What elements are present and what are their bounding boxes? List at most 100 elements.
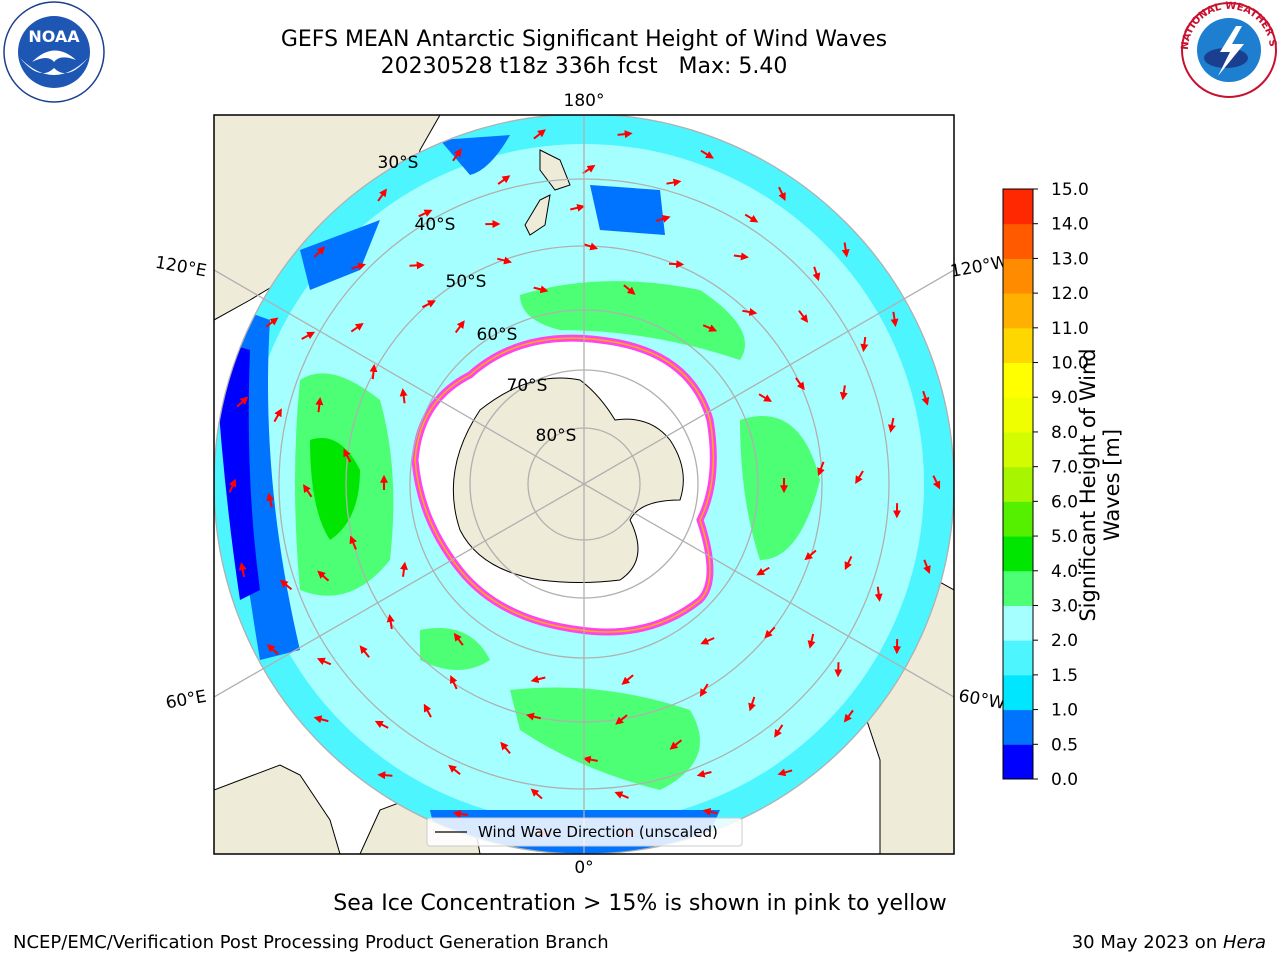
colorbar-segment [1003,258,1033,294]
colorbar-tick-label: 14.0 [1051,215,1089,235]
colorbar-segment [1003,362,1033,398]
parallel-label-60s: 60°S [477,325,518,345]
wind-wave-arrow [890,311,899,327]
map-legend: Wind Wave Direction (unscaled) [426,817,743,847]
wind-wave-arrow [349,535,357,550]
wind-wave-arrow [733,252,749,261]
wind-wave-arrow [844,555,853,571]
colorbar-tick-label: 13.0 [1051,249,1089,269]
high-wave-region-south [510,687,700,790]
wind-wave-arrow [699,683,709,698]
wind-wave-arrow [238,562,247,578]
meridian-label-60e: 60°E [164,687,208,714]
wind-wave-arrow [874,586,883,602]
wind-wave-arrow [454,320,465,334]
colorbar-tick-label: 1.0 [1051,701,1078,721]
colorbar-segment [1003,397,1033,433]
colorbar-tick-label: 12.0 [1051,284,1089,304]
wind-wave-arrow [617,130,633,139]
svg-text:NOAA: NOAA [28,27,80,46]
wind-wave-arrow [623,284,636,295]
meridian-label-120w: 120°W [949,252,1010,282]
colorbar-frame [1002,188,1034,780]
colorbar-segment [1003,501,1033,537]
wind-wave-arrow [350,322,364,333]
wind-wave-arrow [795,377,805,391]
legend-label: Wind Wave Direction (unscaled) [478,823,718,841]
meridian-label-180: 180° [564,91,605,111]
wind-wave-arrow [279,579,293,591]
wind-wave-arrow [423,703,432,718]
colorbar-segment [1003,293,1033,329]
colorbar-segment [1003,223,1033,259]
wind-wave-arrow [702,324,718,332]
colorbar-segment [1003,536,1033,572]
wind-wave-arrow [301,331,316,340]
wind-wave-arrow [696,769,712,778]
colorbar-tick-label: 0.0 [1051,770,1078,790]
wind-wave-arrow [807,633,816,649]
wind-wave-arrow [700,637,715,645]
colorbar-tick-label: 5.0 [1051,527,1078,547]
wind-wave-arrow [923,559,931,574]
wind-wave-arrow [273,408,282,423]
wind-wave-arrow [316,657,332,666]
meridian-label-120e: 120°E [154,253,208,282]
colorbar-tick-label: 10.0 [1051,354,1089,374]
wind-wave-arrow [764,626,776,639]
wind-wave-arrow [315,397,324,413]
wind-wave-arrow [500,741,511,755]
wind-wave-arrow [266,492,275,508]
wind-wave-arrow [756,566,770,576]
wind-wave-arrow [409,261,425,270]
wind-wave-arrow [700,149,714,159]
colorbar-tick-label: 7.0 [1051,458,1078,478]
wind-wave-arrow [374,720,389,729]
wind-wave-arrow [669,739,683,750]
wind-wave-arrow [377,771,393,780]
wind-wave-arrow [450,675,458,690]
wind-wave-arrow [313,715,329,724]
wind-wave-arrow [777,768,793,777]
wind-wave-arrow [530,788,543,800]
wind-wave-arrow [744,213,759,223]
colorbar-segment [1003,674,1033,711]
colorbar-segment [1003,466,1033,502]
wind-wave-arrow [533,129,546,140]
wind-wave-arrow [583,242,599,251]
wind-wave-arrow [804,549,817,561]
wind-wave-arrow [533,285,549,294]
nws-logo: NATIONAL WEATHER SERVICE [1178,0,1278,98]
wind-wave-arrow [228,478,237,493]
wind-wave-arrow [570,203,586,212]
wind-wave-arrow [303,484,313,498]
colorbar-tick-label: 9.0 [1051,388,1078,408]
wind-wave-arrow [343,448,352,463]
wind-wave-arrow [236,396,249,408]
wind-wave-arrow [313,246,326,258]
colorbar-tick-label: 15.0 [1051,180,1089,200]
wind-wave-arrow [748,696,756,712]
wind-wave-arrow [888,417,896,433]
wind-wave-arrow [668,260,685,269]
wind-wave-arrow [655,215,671,223]
wind-wave-arrow [369,363,378,380]
colorbar-segment [1003,744,1033,780]
wind-wave-arrow [812,266,821,282]
meridian-label-60w: 60°W [957,686,1007,714]
colorbar-tick-label: 3.0 [1051,596,1078,616]
low-wave-band-ne [590,185,665,235]
wind-wave-arrow [615,714,628,725]
wind-wave-arrow [614,791,629,799]
wind-wave-arrow [855,470,864,485]
colorbar-tick-label: 6.0 [1051,492,1078,512]
wind-wave-arrow [742,308,758,316]
wind-wave-arrow [621,674,634,685]
map-border [213,114,955,855]
wind-wave-arrow [386,613,395,630]
footer-branch: NCEP/EMC/Verification Post Processing Pr… [13,932,609,953]
wind-wave-arrow [774,724,784,738]
wind-wave-arrow [582,755,598,764]
wind-wave-arrow [758,393,773,402]
